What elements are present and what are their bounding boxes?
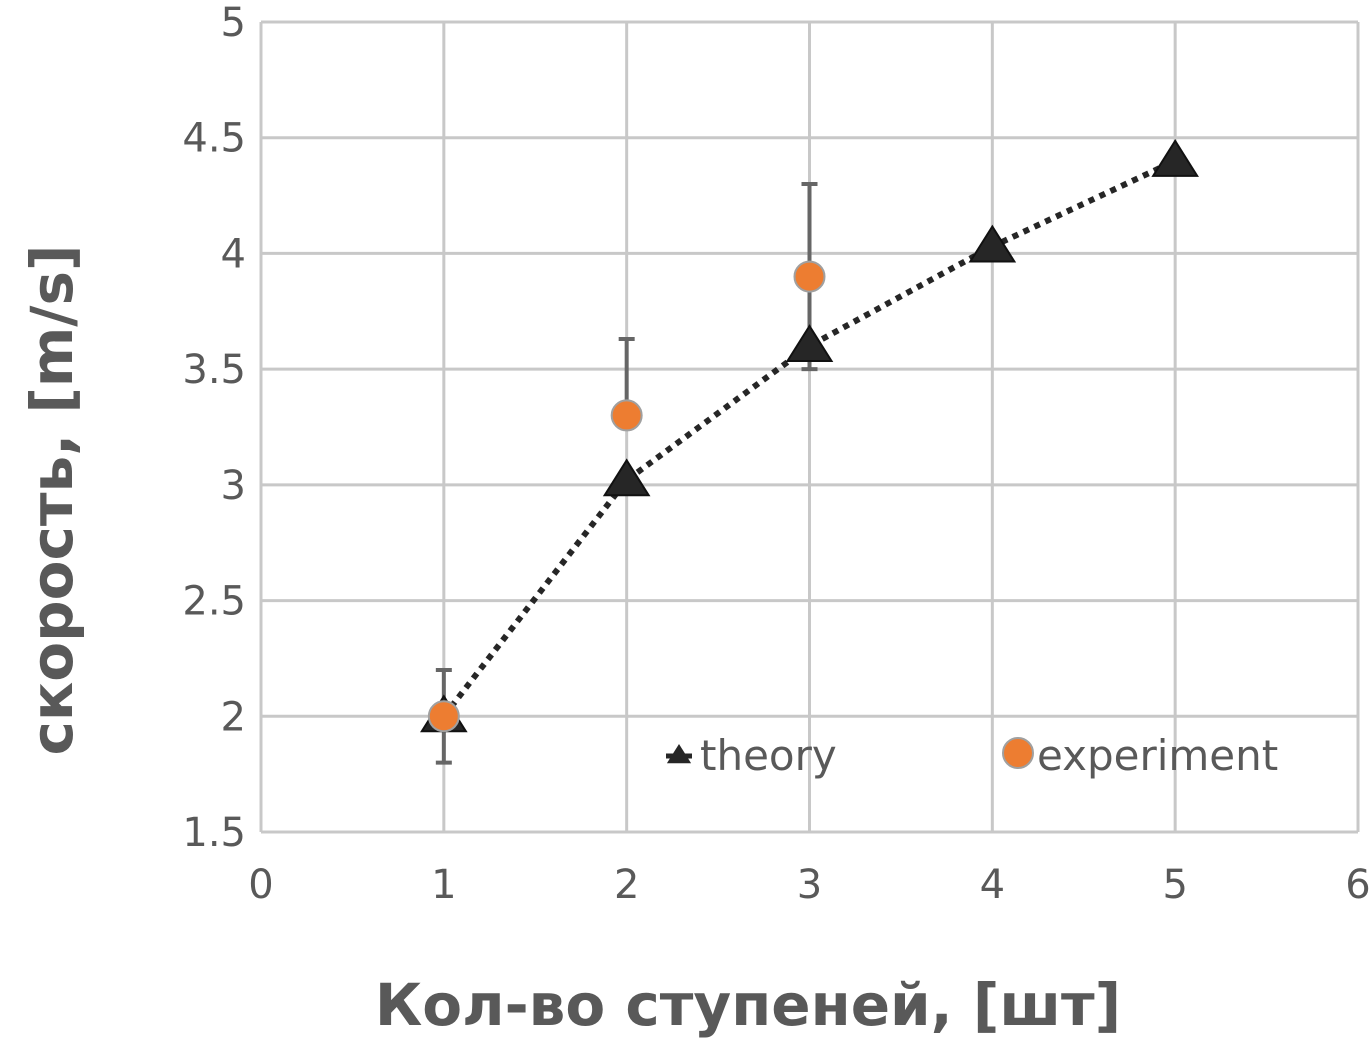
x-axis-title: Кол-во ступеней, [шт] [375, 971, 1121, 1039]
legend-theory-label: theory [700, 731, 837, 780]
gridlines [259, 20, 1360, 834]
experiment-point [427, 700, 460, 733]
legend: theory experiment [666, 731, 1278, 780]
x-tick-label: 1 [431, 862, 456, 908]
legend-experiment-label: experiment [1037, 731, 1278, 780]
x-tick-label: 2 [614, 862, 639, 908]
y-tick-label: 3.5 [182, 347, 246, 393]
legend-theory-marker [666, 744, 692, 764]
y-tick-label: 2 [221, 694, 246, 740]
y-tick-label: 2.5 [182, 579, 246, 625]
x-tick-label: 6 [1345, 862, 1370, 908]
x-tick-label: 0 [248, 862, 273, 908]
legend-experiment-marker [1002, 737, 1034, 769]
x-tick-label: 4 [980, 862, 1005, 908]
theory-point [602, 458, 651, 497]
y-axis-title: скорость, [m/s] [18, 244, 86, 755]
x-tick-label: 5 [1162, 862, 1187, 908]
x-tick-labels: 0 1 2 3 4 5 6 [248, 862, 1370, 908]
y-tick-label: 1.5 [182, 810, 246, 856]
y-tick-labels: 1.5 2 2.5 3 3.5 4 4.5 5 [182, 0, 246, 856]
y-tick-label: 4.5 [182, 116, 246, 162]
theory-point [785, 324, 834, 362]
x-tick-label: 3 [797, 862, 822, 908]
y-tick-label: 5 [221, 0, 246, 46]
y-tick-label: 3 [221, 463, 246, 509]
legend-theory-triangle [666, 744, 692, 764]
legend-experiment-circle [1002, 737, 1034, 769]
theory-point [968, 224, 1017, 263]
y-tick-label: 4 [221, 231, 246, 277]
series-layer [420, 138, 1199, 765]
theory-point [1151, 138, 1199, 177]
experiment-point [793, 260, 826, 293]
experiment-point [610, 399, 643, 432]
